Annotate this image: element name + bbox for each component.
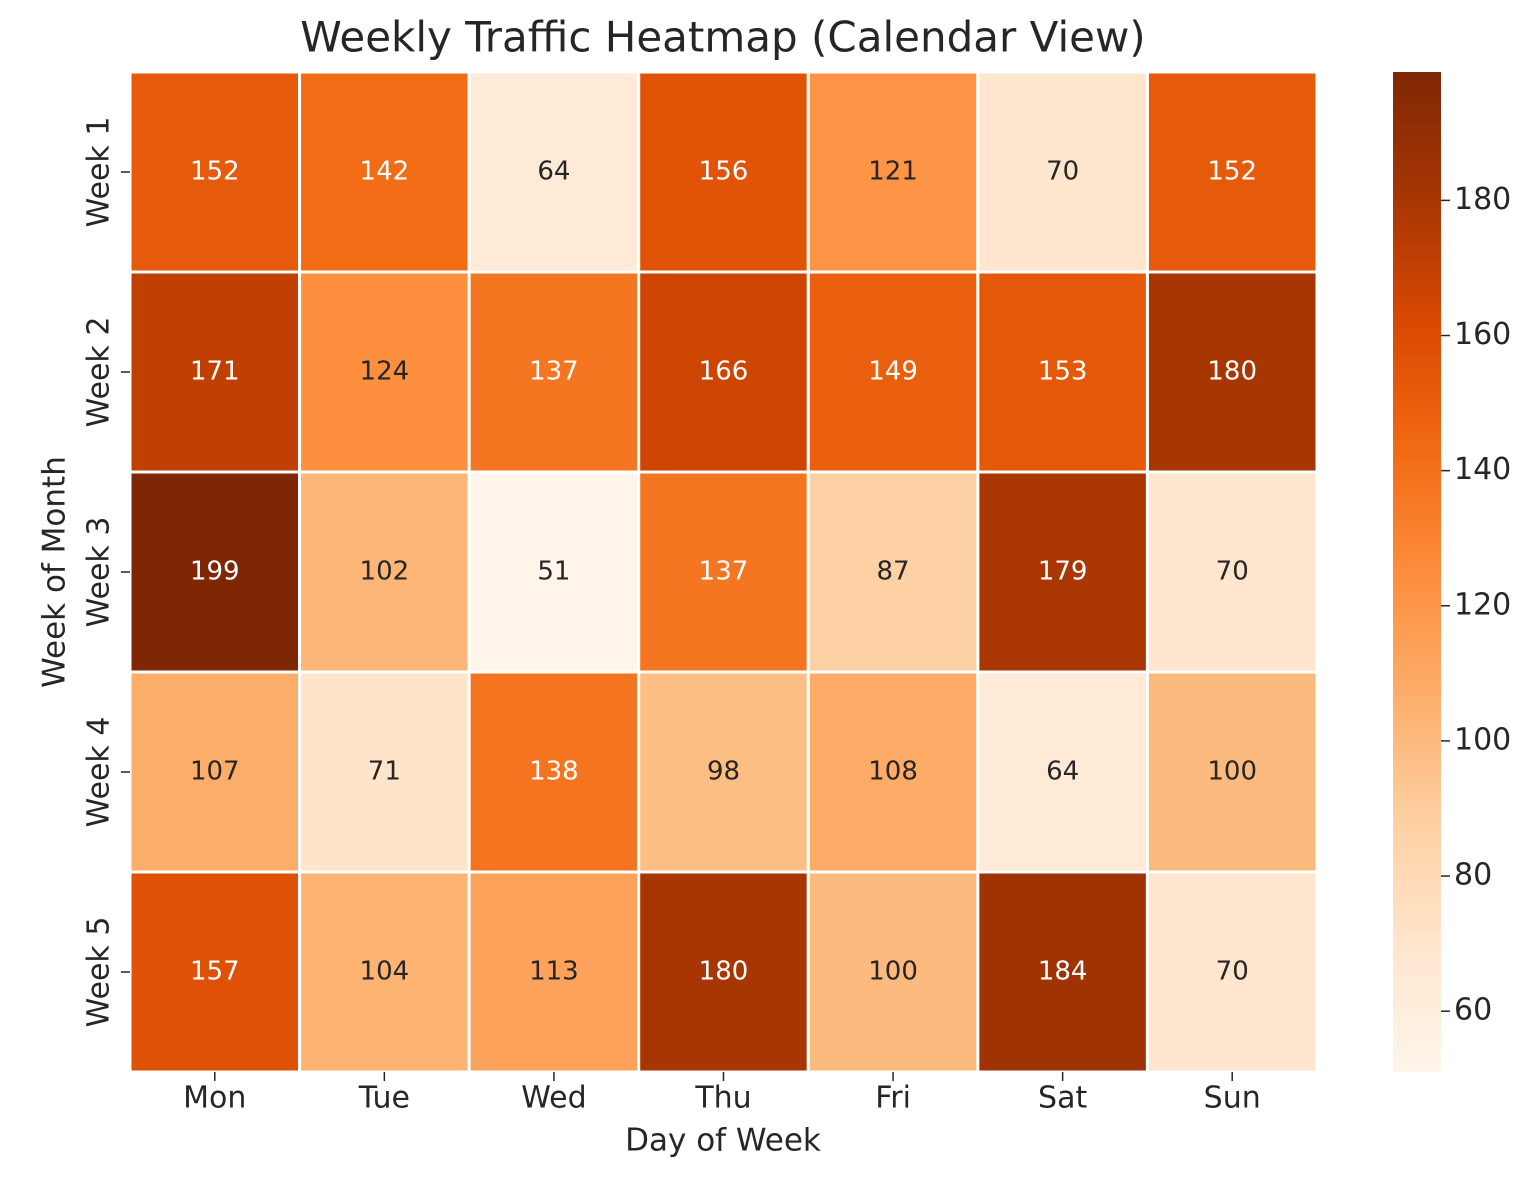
- cell-label: 51: [537, 557, 570, 587]
- y-tick-label: Week 4: [82, 717, 117, 828]
- cell-label: 70: [1216, 557, 1249, 587]
- x-tick-label: Tue: [358, 1081, 410, 1116]
- heatmap-cell: [467, 70, 641, 274]
- heatmap-cell: [467, 470, 641, 674]
- heatmap-cell: [1145, 670, 1319, 874]
- cell-label: 121: [868, 157, 918, 187]
- cell-label: 70: [1216, 957, 1249, 987]
- cell-label: 64: [1046, 757, 1079, 787]
- colorbar: [1393, 72, 1441, 1072]
- heatmap-cell: [976, 470, 1149, 674]
- cell-label: 108: [868, 757, 918, 787]
- x-axis-label: Day of Week: [625, 1123, 821, 1159]
- heatmap-cell: [298, 470, 471, 674]
- y-tick-label: Week 5: [82, 917, 117, 1028]
- heatmap-cell: [976, 670, 1149, 874]
- cell-label: 71: [368, 757, 401, 787]
- cell-label: 153: [1038, 357, 1088, 387]
- cell-label: 199: [190, 557, 240, 587]
- colorbar-tick-label: 100: [1454, 722, 1511, 757]
- heatmap-cell: [1145, 270, 1319, 474]
- cell-label: 70: [1046, 157, 1079, 187]
- heatmap-cell: [128, 670, 302, 874]
- y-tick-label: Week 3: [82, 517, 117, 628]
- y-axis-label: Week of Month: [37, 456, 73, 688]
- chart-title: Weekly Traffic Heatmap (Calendar View): [300, 13, 1145, 62]
- cell-label: 104: [360, 957, 410, 987]
- cell-label: 113: [529, 957, 579, 987]
- colorbar-tick-label: 80: [1454, 858, 1492, 893]
- colorbar-tick-label: 120: [1454, 587, 1511, 622]
- cell-label: 142: [360, 157, 410, 187]
- cell-label: 180: [1207, 357, 1257, 387]
- colorbar-tick-label: 140: [1454, 452, 1511, 487]
- cell-label: 107: [190, 757, 240, 787]
- cell-label: 138: [529, 757, 579, 787]
- cell-label: 100: [1207, 757, 1257, 787]
- cell-label: 179: [1038, 557, 1088, 587]
- cell-label: 152: [1207, 157, 1257, 187]
- heatmap-cell: [298, 70, 471, 274]
- x-tick-label: Fri: [875, 1081, 911, 1116]
- colorbar-tick-label: 180: [1454, 182, 1511, 217]
- x-tick-label: Sun: [1204, 1081, 1261, 1116]
- colorbar-tick-label: 160: [1454, 317, 1511, 352]
- heatmap-cell: [128, 70, 302, 274]
- cell-label: 157: [190, 957, 240, 987]
- cell-label: 184: [1038, 957, 1088, 987]
- cell-label: 166: [699, 357, 749, 387]
- heatmap-cell: [467, 870, 641, 1074]
- heatmap-cell: [298, 670, 471, 874]
- cell-label: 137: [529, 357, 579, 387]
- x-tick-label: Sat: [1038, 1081, 1087, 1116]
- cell-label: 137: [699, 557, 749, 587]
- heatmap-cell: [806, 270, 980, 474]
- cell-label: 64: [537, 157, 570, 187]
- cell-label: 149: [868, 357, 918, 387]
- cell-label: 171: [190, 357, 240, 387]
- heatmap-cell: [637, 670, 810, 874]
- cell-label: 102: [360, 557, 410, 587]
- heatmap-cell: [128, 870, 302, 1074]
- heatmap-cell: [467, 270, 641, 474]
- y-tick-label: Week 2: [82, 317, 117, 428]
- heatmap-cell: [976, 70, 1149, 274]
- cell-label: 100: [868, 957, 918, 987]
- cell-label: 180: [699, 957, 749, 987]
- colorbar-tick-label: 60: [1454, 993, 1492, 1028]
- y-tick-label: Week 1: [82, 117, 117, 228]
- heatmap-cell: [637, 470, 810, 674]
- cell-label: 124: [360, 357, 410, 387]
- x-tick-label: Wed: [521, 1081, 586, 1116]
- cell-label: 87: [877, 557, 910, 587]
- heatmap-cell: [806, 470, 980, 674]
- heatmap-cell: [1145, 470, 1319, 674]
- x-tick-label: Mon: [183, 1081, 246, 1116]
- cell-label: 98: [707, 757, 740, 787]
- cell-label: 152: [190, 157, 240, 187]
- cell-label: 156: [699, 157, 749, 187]
- x-tick-label: Thu: [694, 1081, 751, 1116]
